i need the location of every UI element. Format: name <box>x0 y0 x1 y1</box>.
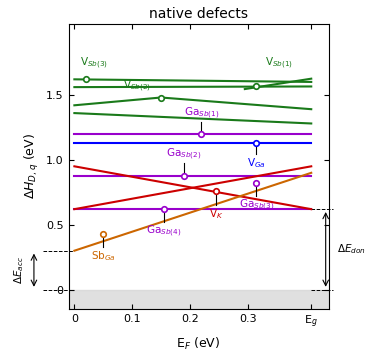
Text: V$_{Sb(1)}$: V$_{Sb(1)}$ <box>265 55 293 71</box>
Text: $\Delta E_{don}$: $\Delta E_{don}$ <box>337 243 366 256</box>
Text: V$_{Sb(2)}$: V$_{Sb(2)}$ <box>123 79 151 94</box>
X-axis label: E$_F$ (eV): E$_F$ (eV) <box>177 336 221 352</box>
Text: Sb$_{Ga}$: Sb$_{Ga}$ <box>91 249 116 262</box>
Text: Ga$_{Sb(3)}$: Ga$_{Sb(3)}$ <box>239 198 274 213</box>
Text: Ga$_{Sb(2)}$: Ga$_{Sb(2)}$ <box>166 146 202 162</box>
Bar <box>68 290 329 309</box>
Text: $\Delta E_{acc}$: $\Delta E_{acc}$ <box>13 256 27 284</box>
Text: Ga$_{Sb(1)}$: Ga$_{Sb(1)}$ <box>184 106 219 121</box>
Text: V$_{Sb(3)}$: V$_{Sb(3)}$ <box>80 55 108 71</box>
Title: native defects: native defects <box>149 7 248 21</box>
Text: V$_K$: V$_K$ <box>209 207 223 221</box>
Text: Ga$_{Sb(4)}$: Ga$_{Sb(4)}$ <box>146 224 182 239</box>
Y-axis label: $\Delta H_{D,q}$ (eV): $\Delta H_{D,q}$ (eV) <box>22 133 40 199</box>
Text: V$_{Ga}$: V$_{Ga}$ <box>247 157 266 171</box>
